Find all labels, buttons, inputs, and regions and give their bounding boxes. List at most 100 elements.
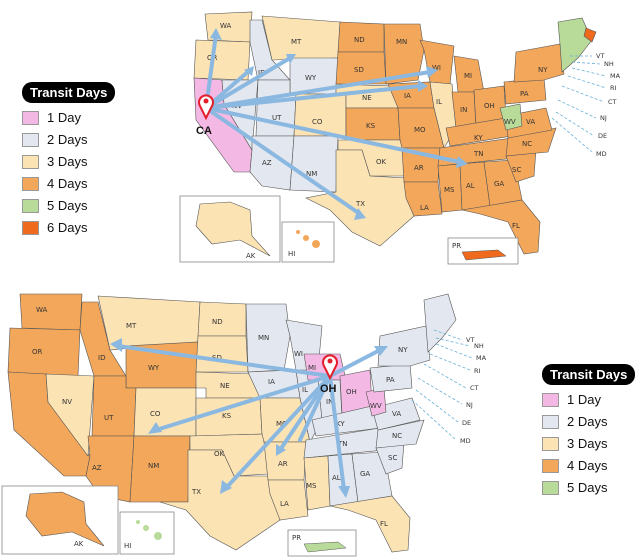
northeast-leaders [551,55,607,153]
label-ri: RI [610,84,617,92]
svg-text:AL: AL [466,182,475,190]
legend-label: 5 Days [567,480,608,495]
legend-item: 5 Days [542,480,635,495]
legend-swatch [22,110,39,125]
svg-text:LA: LA [420,204,429,212]
state-mn [245,303,291,373]
state-or [193,39,251,81]
svg-text:IN: IN [326,398,333,406]
svg-text:OH: OH [484,102,495,110]
svg-text:NC: NC [392,432,402,440]
svg-text:WV: WV [370,402,382,410]
svg-text:IL: IL [436,98,442,106]
svg-text:WY: WY [148,364,160,372]
label-ma: MA [610,72,621,80]
legend-label: 3 Days [47,154,88,169]
legend-item: 3 Days [22,154,115,169]
svg-text:KY: KY [336,420,345,428]
state-wa [19,293,83,331]
state-fl [461,199,541,255]
svg-text:MT: MT [291,38,302,46]
label-nh: NH [474,342,484,350]
arrow-heads [110,338,388,498]
svg-text:CO: CO [150,410,161,418]
inset-hawaii: HI [119,511,175,555]
legend-swatch [542,436,559,451]
origin-pin-ca: CA [196,94,214,137]
svg-text:HI: HI [124,542,131,550]
route-arrows [116,344,382,492]
legend-label: 6 Days [47,220,88,235]
legend-item: 4 Days [542,458,635,473]
state-ny [513,43,565,83]
label-md: MD [460,437,471,445]
svg-text:OK: OK [214,450,225,458]
svg-text:TN: TN [337,440,348,448]
legend-swatch [542,480,559,495]
origin-pin-oh: OH [320,354,338,395]
svg-text:MO: MO [414,126,426,134]
svg-text:AZ: AZ [92,464,102,472]
label-nj: NJ [600,114,607,122]
northeast-labels: VT NH MA RI CT NJ DE MD [460,336,487,445]
legend-item: 2 Days [542,414,635,429]
svg-text:MN: MN [396,38,407,46]
svg-text:OK: OK [376,158,387,166]
svg-text:AK: AK [246,252,256,260]
inset-alaska: AK [179,195,281,263]
label-vt: VT [466,336,474,344]
svg-text:NY: NY [398,346,408,354]
svg-text:KS: KS [366,122,376,130]
legend-label: 4 Days [47,176,88,191]
svg-text:IL: IL [302,386,308,394]
legend-item: 2 Days [22,132,115,147]
state-la [403,181,443,217]
state-sd [195,335,249,373]
svg-text:MS: MS [306,482,317,490]
svg-text:MI: MI [308,364,316,372]
legend-swatch [22,176,39,191]
svg-text:WV: WV [504,118,516,126]
state-tx [305,149,415,247]
svg-text:AR: AR [278,460,288,468]
legend-title: Transit Days [22,82,116,103]
svg-text:IN: IN [460,106,467,114]
state-tx [159,449,281,551]
svg-text:WY: WY [305,74,317,82]
svg-text:SD: SD [354,66,364,74]
svg-text:AL: AL [332,474,341,482]
legend-label: 1 Day [567,392,601,407]
svg-text:AZ: AZ [262,159,272,167]
state-mt [97,295,201,351]
svg-text:PA: PA [520,90,529,98]
inset-alaska: AK [1,485,119,555]
svg-text:PA: PA [386,376,395,384]
svg-text:VA: VA [526,118,535,126]
legend-item: 1 Day [22,110,115,125]
label-md: MD [596,150,607,158]
legend-label: 1 Day [47,110,81,125]
legend-label: 2 Days [47,132,88,147]
state-or [7,327,81,377]
svg-text:PR: PR [292,534,301,542]
svg-text:SC: SC [388,454,397,462]
inset-hawaii: HI [281,221,335,263]
legend-title: Transit Days [542,364,636,385]
label-vt: VT [596,52,604,60]
label-ct: CT [470,384,479,392]
svg-text:NE: NE [362,94,372,102]
svg-text:AK: AK [74,540,84,548]
svg-text:MS: MS [444,186,455,194]
legend-swatch [542,458,559,473]
svg-text:VA: VA [392,410,401,418]
svg-text:KS: KS [222,412,232,420]
svg-text:MI: MI [464,72,472,80]
inset-puerto-rico: PR [287,529,357,557]
svg-text:ND: ND [354,36,365,44]
state-new-england [423,293,457,353]
svg-text:MO: MO [276,420,288,428]
legend-oh: Transit Days 1 Day 2 Days 3 Days 4 Days 5 Da… [542,364,636,495]
legend-swatch [22,132,39,147]
label-de: DE [462,419,471,427]
